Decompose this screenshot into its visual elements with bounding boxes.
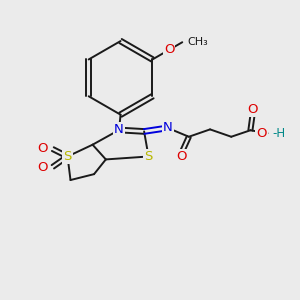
Text: O: O — [164, 44, 174, 56]
Text: N: N — [163, 122, 172, 134]
Text: S: S — [144, 150, 153, 163]
Text: N: N — [114, 124, 124, 136]
Text: O: O — [256, 127, 267, 140]
Text: O: O — [37, 161, 47, 174]
Text: CH₃: CH₃ — [188, 37, 208, 47]
Text: N: N — [114, 124, 124, 136]
Text: O: O — [176, 150, 187, 163]
Text: O: O — [37, 142, 47, 155]
Text: -H: -H — [273, 127, 286, 140]
Text: S: S — [63, 150, 72, 163]
Text: O: O — [248, 103, 258, 116]
